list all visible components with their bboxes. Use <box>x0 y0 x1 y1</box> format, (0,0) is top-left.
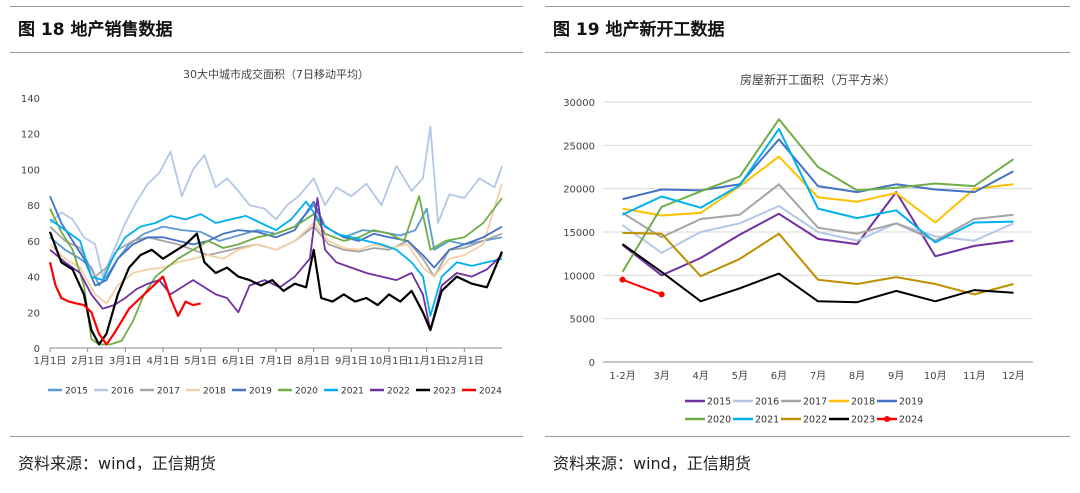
x-tick-label: 9月1日 <box>335 355 368 367</box>
x-tick-label: 6月1日 <box>222 355 255 367</box>
legend-label: 2021 <box>341 387 364 397</box>
y-tick-label: 0 <box>589 358 595 369</box>
legend-label: 2019 <box>249 387 272 397</box>
x-tick-label: 12月1日 <box>445 355 484 367</box>
series-line-2023 <box>48 231 504 346</box>
series-line-2016 <box>621 205 1014 254</box>
top-rule <box>545 6 1070 7</box>
legend-label: 2022 <box>387 387 410 397</box>
series-line-2024 <box>48 262 201 346</box>
y-tick-label: 5000 <box>570 315 595 326</box>
series-line-2015 <box>621 191 1014 277</box>
series-line-2019 <box>622 138 1014 201</box>
y-tick-label: 60 <box>27 237 40 248</box>
series-line-2019 <box>49 195 503 287</box>
right-panel: 图 19 地产新开工数据 房屋新开工面积（万平方米） 0 5000 10000 1500… <box>545 0 1070 493</box>
x-tick-label: 3月 <box>653 370 669 382</box>
left-panel: 图 18 地产销售数据 30大中城市成交面积（7日移动平均） 0 20 40 60 80 1… <box>10 0 523 493</box>
series-line-2017 <box>621 183 1014 242</box>
y-tick-label: 20000 <box>563 185 595 196</box>
x-tick-label: 2月1日 <box>71 355 104 367</box>
legend-label: 2023 <box>851 415 875 426</box>
x-tick-label: 11月1日 <box>407 355 446 367</box>
source-note: 资料来源：wind，正信期货 <box>553 454 751 473</box>
legend-label: 2018 <box>203 387 226 397</box>
x-tick-label: 4月1日 <box>147 355 180 367</box>
legend-label: 2020 <box>295 387 318 397</box>
legend-label: 2015 <box>65 387 88 397</box>
x-tick-label: 11月 <box>963 370 986 382</box>
y-tick-label: 140 <box>21 94 40 105</box>
series-line-2023 <box>621 243 1014 304</box>
x-tick-label: 8月 <box>849 370 865 382</box>
y-tick-label: 120 <box>21 130 40 141</box>
chart-title: 30大中城市成交面积（7日移动平均） <box>183 67 369 81</box>
series-line-2022 <box>622 231 1014 296</box>
x-tick-label: 7月1日 <box>260 355 293 367</box>
y-tick-label: 10000 <box>563 271 595 282</box>
source-rule <box>545 436 1070 437</box>
y-tick-label: 25000 <box>563 141 595 152</box>
new-starts-chart: 房屋新开工面积（万平方米） 0 5000 10000 15000 20000 25000 30… <box>563 72 1033 426</box>
legend-label: 2024 <box>479 387 502 397</box>
x-tick-label: 12月 <box>1002 370 1025 382</box>
y-tick-label: 0 <box>34 344 40 355</box>
panel-title: 图 19 地产新开工数据 <box>553 20 725 40</box>
series-point-2024 <box>619 276 626 283</box>
series-line-2022 <box>49 197 503 332</box>
y-tick-label: 15000 <box>563 228 595 239</box>
legend-label: 2022 <box>803 415 827 426</box>
series-line-2018 <box>49 183 503 305</box>
y-tick-label: 30000 <box>563 98 595 109</box>
legend-label: 2020 <box>707 415 731 426</box>
legend-label: 2016 <box>755 397 779 408</box>
series-line-2021 <box>49 200 503 317</box>
chart-title: 房屋新开工面积（万平方米） <box>740 72 896 87</box>
x-tick-label: 5月1日 <box>184 355 217 367</box>
x-tick-label: 10月 <box>924 370 947 382</box>
x-tick-label: 7月 <box>810 370 826 382</box>
legend-label: 2021 <box>755 415 779 426</box>
series-line-2020 <box>49 195 503 346</box>
title-rule <box>545 52 1070 53</box>
legend-label: 2024 <box>899 415 923 426</box>
legend-label: 2023 <box>433 387 456 397</box>
series-line-2020 <box>621 118 1015 273</box>
panel-title: 图 18 地产销售数据 <box>18 20 173 40</box>
x-tick-label: 5月 <box>732 370 748 382</box>
source-note: 资料来源：wind，正信期货 <box>18 454 216 473</box>
top-rule <box>10 6 523 7</box>
x-tick-label: 10月1日 <box>369 355 408 367</box>
x-tick-label: 9月 <box>888 370 904 382</box>
x-tick-label: 3月1日 <box>109 355 142 367</box>
legend-label: 2017 <box>803 397 827 408</box>
x-tick-label: 8月1日 <box>297 355 330 367</box>
x-tick-label: 4月 <box>693 370 709 382</box>
y-tick-label: 80 <box>27 201 40 212</box>
y-tick-label: 100 <box>21 165 40 176</box>
series-line-2015 <box>49 204 503 287</box>
series-line-2021 <box>622 127 1014 244</box>
legend-marker-2024 <box>884 416 890 422</box>
y-tick-label: 40 <box>27 273 40 284</box>
x-tick-label: 1-2月 <box>609 370 635 382</box>
sales-area-chart: 30大中城市成交面积（7日移动平均） 0 20 40 60 80 100 120 140 1月1日… <box>21 67 504 397</box>
legend-label: 2015 <box>707 397 731 408</box>
legend-label: 2018 <box>851 397 875 408</box>
x-tick-label: 6月 <box>771 370 787 382</box>
series-point-2024 <box>658 291 665 298</box>
source-rule <box>10 436 523 437</box>
y-tick-label: 20 <box>27 308 40 319</box>
series-line-2016 <box>49 125 503 278</box>
title-rule <box>10 52 523 53</box>
x-tick-label: 1月1日 <box>34 355 67 367</box>
legend-label: 2019 <box>899 397 923 408</box>
legend-label: 2017 <box>157 387 180 397</box>
series-line-2024 <box>622 278 662 296</box>
series-line-2018 <box>622 155 1014 224</box>
legend-label: 2016 <box>111 387 134 397</box>
